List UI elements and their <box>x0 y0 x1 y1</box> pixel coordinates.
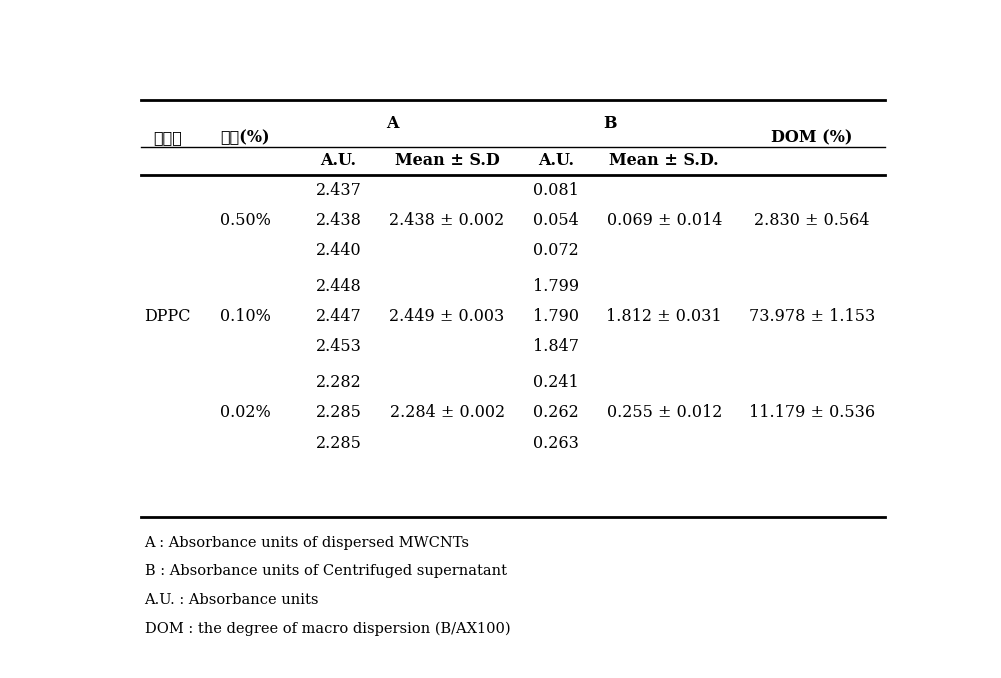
Text: 2.437: 2.437 <box>315 182 361 199</box>
Text: 0.263: 0.263 <box>533 435 579 452</box>
Text: 0.069 ± 0.014: 0.069 ± 0.014 <box>607 212 722 229</box>
Text: B: B <box>604 115 617 132</box>
Text: 2.284 ± 0.002: 2.284 ± 0.002 <box>389 405 505 422</box>
Text: 0.054: 0.054 <box>533 212 579 229</box>
Text: 2.440: 2.440 <box>315 242 361 259</box>
Text: 농도(%): 농도(%) <box>220 129 270 146</box>
Text: 2.282: 2.282 <box>315 374 361 391</box>
Text: 분산제: 분산제 <box>153 129 182 146</box>
Text: 2.448: 2.448 <box>315 278 361 295</box>
Text: 1.847: 1.847 <box>533 338 579 355</box>
Text: Mean ± S.D: Mean ± S.D <box>394 153 499 170</box>
Text: A.U.: A.U. <box>320 153 356 170</box>
Text: B : Absorbance units of Centrifuged supernatant: B : Absorbance units of Centrifuged supe… <box>144 564 507 578</box>
Text: 73.978 ± 1.153: 73.978 ± 1.153 <box>749 308 875 325</box>
Text: 2.830 ± 0.564: 2.830 ± 0.564 <box>754 212 870 229</box>
Text: 11.179 ± 0.536: 11.179 ± 0.536 <box>749 405 875 422</box>
Text: 0.241: 0.241 <box>533 374 579 391</box>
Text: 0.255 ± 0.012: 0.255 ± 0.012 <box>607 405 722 422</box>
Text: 0.081: 0.081 <box>533 182 579 199</box>
Text: 0.50%: 0.50% <box>220 212 271 229</box>
Text: 1.799: 1.799 <box>533 278 579 295</box>
Text: DOM : the degree of macro dispersion (B/AX100): DOM : the degree of macro dispersion (B/… <box>144 622 511 636</box>
Text: 0.10%: 0.10% <box>220 308 271 325</box>
Text: A.U.: A.U. <box>538 153 574 170</box>
Text: A.U. : Absorbance units: A.U. : Absorbance units <box>144 593 319 607</box>
Text: DPPC: DPPC <box>144 308 191 325</box>
Text: 2.438 ± 0.002: 2.438 ± 0.002 <box>389 212 505 229</box>
Text: 1.790: 1.790 <box>533 308 579 325</box>
Text: 2.285: 2.285 <box>315 435 361 452</box>
Text: 2.285: 2.285 <box>315 405 361 422</box>
Text: 0.02%: 0.02% <box>220 405 270 422</box>
Text: DOM (%): DOM (%) <box>771 129 853 146</box>
Text: 0.262: 0.262 <box>533 405 579 422</box>
Text: 2.449 ± 0.003: 2.449 ± 0.003 <box>389 308 505 325</box>
Text: 2.447: 2.447 <box>315 308 361 325</box>
Text: 0.072: 0.072 <box>533 242 579 259</box>
Text: A: A <box>386 115 399 132</box>
Text: 2.453: 2.453 <box>315 338 361 355</box>
Text: A : Absorbance units of dispersed MWCNTs: A : Absorbance units of dispersed MWCNTs <box>144 536 469 550</box>
Text: Mean ± S.D.: Mean ± S.D. <box>610 153 719 170</box>
Text: 1.812 ± 0.031: 1.812 ± 0.031 <box>607 308 722 325</box>
Text: 2.438: 2.438 <box>315 212 361 229</box>
